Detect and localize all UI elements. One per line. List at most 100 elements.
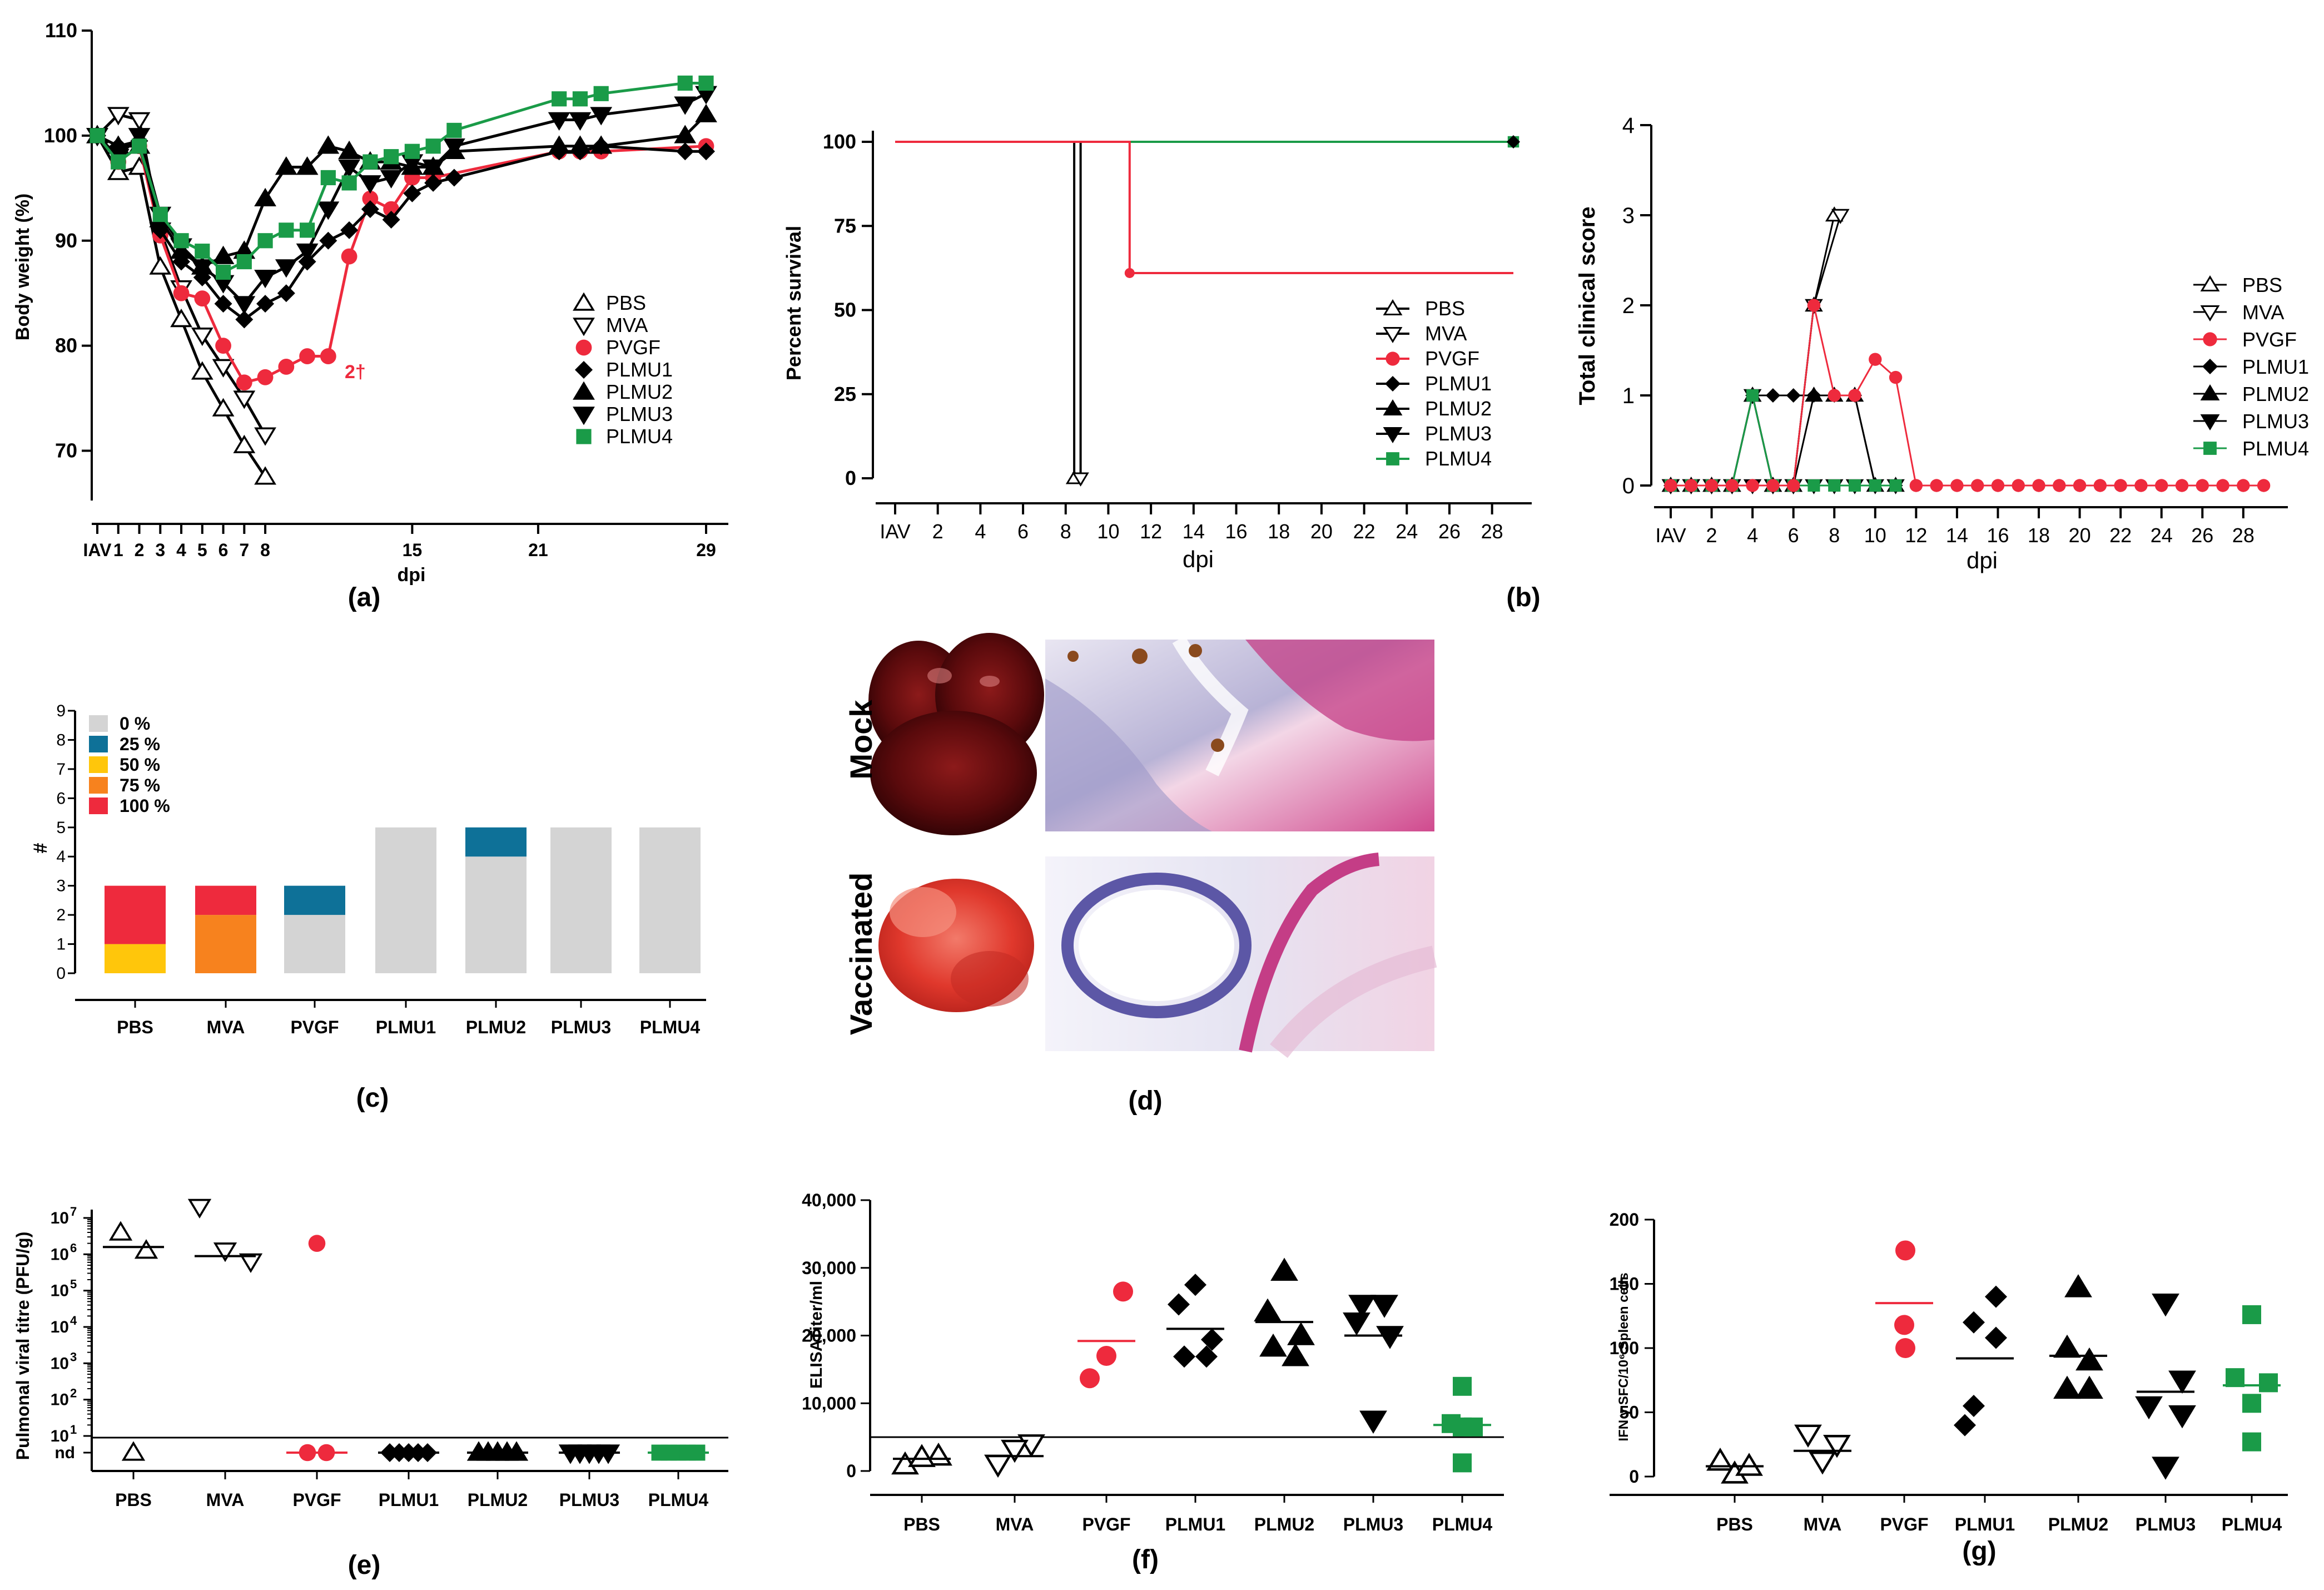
score-point-PVGF-shape: [2093, 479, 2107, 492]
x-axis-label: dpi: [1183, 546, 1214, 572]
x-tick-label: PBS: [115, 1490, 152, 1510]
point-PLMU1-shape: [676, 142, 694, 161]
mock-lung-photo: [868, 633, 1044, 840]
point-PLMU3: [233, 296, 256, 315]
score-point-PLMU4: [1889, 479, 1902, 492]
x-tick-label: PLMU1: [1165, 1514, 1225, 1534]
point-PVGF-shape: [308, 1235, 326, 1252]
point-PLMU1-shape: [1201, 1328, 1223, 1351]
panel-c-stacked-bar: 0 1 2 3 4 5 6 7 8 9 # PBS MVA PVGF PLMU1 PLMU2 PLMU3 PLMU…: [30, 702, 706, 1037]
y-tick-label: 90: [55, 229, 77, 252]
score-point-PVGF: [1786, 479, 1800, 492]
score-point-PVGF-shape: [1889, 370, 1903, 384]
legend-marker-PLMU2: [1383, 399, 1403, 416]
point-PLMU4: [236, 254, 252, 270]
x-tick-label: 5: [197, 540, 207, 560]
y-tick-label: 2: [56, 906, 66, 924]
point-PLMU4-shape: [111, 154, 126, 170]
x-tick-label: IAV: [83, 540, 112, 560]
x-tick-label: 2: [135, 540, 145, 560]
x-tick-label: 21: [528, 540, 548, 560]
point-PLMU3-shape: [2168, 1370, 2196, 1394]
point-PLMU3-shape: [548, 112, 570, 131]
point-PLMU2-shape: [569, 135, 592, 154]
legend-marker-MVA: [2200, 305, 2220, 321]
score-point-PVGF-shape: [1970, 479, 1984, 492]
point-PLMU1-shape: [256, 295, 275, 313]
x-tick-label: PLMU2: [1254, 1514, 1314, 1534]
score-point-PVGF: [1869, 353, 1882, 366]
legend-marker-PBS-shape: [2200, 275, 2220, 292]
score-point-PLMU4-shape: [1807, 479, 1820, 492]
x-tick-label: PBS: [117, 1017, 153, 1037]
end-PVGF-shape: [1124, 268, 1135, 278]
legend-marker-MVA-shape: [573, 318, 595, 336]
score-point-PVGF-shape: [2175, 479, 2189, 492]
point-PLMU4: [1453, 1417, 1472, 1437]
y-tick-label: 50: [834, 299, 856, 321]
legend-marker-PVGF: [1386, 351, 1400, 366]
legend-marker-PLMU2: [573, 381, 595, 400]
score-point-PVGF-shape: [1786, 479, 1800, 492]
point-PLMU2: [296, 156, 319, 175]
y-axis-label: Total clinical score: [1575, 206, 1600, 405]
point-PVGF: [1096, 1346, 1116, 1366]
point-MVA-shape: [239, 1253, 263, 1274]
y-tick-label: 0: [845, 467, 856, 489]
point-PBS-shape: [908, 1444, 936, 1467]
legend-marker-PLMU3-shape: [1383, 427, 1403, 443]
point-PLMU2-shape: [275, 156, 297, 175]
score-point-PVGF: [1766, 479, 1780, 492]
bar-MVA-100: [195, 885, 256, 915]
point-PLMU1-shape: [1963, 1311, 1985, 1334]
score-point-PLMU4-shape: [1869, 479, 1881, 492]
point-PLMU2: [317, 135, 340, 154]
x-tick-label: IAV: [1655, 524, 1686, 547]
x-tick-label: 20: [2069, 524, 2091, 547]
x-tick-label: 6: [219, 540, 229, 560]
point-PLMU2: [2053, 1375, 2081, 1399]
score-point-PLMU4-shape: [1828, 479, 1841, 492]
y-tick-label: 50: [1619, 1403, 1639, 1423]
legend-label-PLMU1: PLMU1: [606, 358, 673, 381]
point-PLMU3: [569, 112, 592, 131]
score-point-PLMU4: [1848, 479, 1861, 492]
y-tick-label: 1: [56, 935, 66, 954]
point-PLMU3-shape: [2152, 1293, 2179, 1317]
y-tick-label: 9: [56, 702, 66, 720]
point-PBS-shape: [107, 161, 130, 180]
point-PLMU4-shape: [446, 122, 462, 138]
point-PLMU2-shape: [2075, 1347, 2103, 1371]
panel-a-body-weight: 70 80 90 100 110 IAV 1 2 3 4 5 6 7 8 15 21 29 Body weight…: [12, 19, 728, 586]
point-PLMU1: [697, 142, 715, 161]
y-tick-exp: 1: [70, 1423, 77, 1437]
point-PLMU3: [1343, 1312, 1370, 1336]
x-tick-label: PBS: [903, 1514, 940, 1534]
point-PLMU4: [215, 264, 231, 280]
point-PLMU2: [212, 245, 235, 264]
point-PLMU4-shape: [2242, 1305, 2261, 1324]
point-PVGF: [1080, 1368, 1100, 1389]
point-PLMU2-shape: [504, 1441, 529, 1461]
point-PLMU3-shape: [1359, 1410, 1387, 1434]
point-PLMU2: [1270, 1257, 1298, 1281]
x-tick-label: 26: [2191, 524, 2213, 547]
point-PLMU4-shape: [362, 154, 378, 170]
point-PLMU3: [2168, 1405, 2196, 1429]
y-tick-label: 10: [51, 1354, 69, 1373]
y-tick-label: 10: [51, 1318, 69, 1336]
x-tick-label: 4: [975, 520, 986, 543]
point-PLMU4: [425, 138, 441, 154]
point-PVGF: [257, 369, 274, 385]
x-tick-label: 16: [1225, 520, 1247, 543]
point-PVGF-shape: [1895, 1338, 1915, 1358]
x-tick-label: 10: [1864, 524, 1886, 547]
point-PLMU1-shape: [319, 231, 337, 250]
point-MVA-shape: [128, 112, 151, 131]
score-point-PVGF-shape: [2012, 479, 2025, 492]
point-PBS: [107, 161, 130, 180]
point-PLMU3-shape: [569, 112, 592, 131]
y-tick-label: 80: [55, 334, 77, 357]
legend-marker-PLMU2-shape: [1383, 399, 1403, 416]
